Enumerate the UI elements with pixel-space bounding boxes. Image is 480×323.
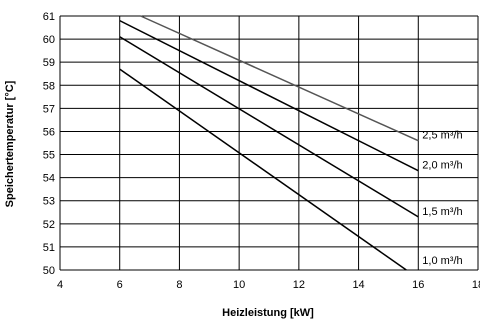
x-tick-label: 10 [233, 279, 245, 291]
y-tick-label: 54 [43, 173, 55, 185]
x-tick-label: 6 [117, 279, 123, 291]
x-tick-label: 4 [57, 279, 63, 291]
y-tick-label: 52 [43, 219, 55, 231]
y-axis-label: Speichertemperatur [°C] [4, 80, 16, 207]
series-label-2: 1,5 m³/h [422, 206, 462, 218]
y-tick-label: 53 [43, 196, 55, 208]
grid [59, 15, 479, 271]
series-line-2 [119, 36, 419, 218]
x-tick-label: 18 [472, 279, 480, 291]
y-tick-label: 61 [43, 11, 55, 23]
y-tick-label: 58 [43, 80, 55, 92]
series-line-3 [119, 68, 407, 271]
x-tick-label: 12 [293, 279, 305, 291]
series-labels: 2,5 m³/h 2,0 m³/h 1,5 m³/h 1,0 m³/h [422, 130, 462, 267]
y-tick-label: 50 [43, 265, 55, 277]
series-line-1 [119, 19, 419, 172]
x-axis-label: Heizleistung [kW] [222, 307, 314, 319]
y-tick-label: 51 [43, 242, 55, 254]
series-label-1: 2,0 m³/h [422, 160, 462, 172]
series-lines [119, 15, 419, 271]
y-tick-label: 60 [43, 34, 55, 46]
series-label-0: 2,5 m³/h [422, 130, 462, 142]
x-tick-label: 8 [176, 279, 182, 291]
series-label-3: 1,0 m³/h [422, 255, 462, 267]
y-tick-label: 57 [43, 103, 55, 115]
x-tick-label: 14 [352, 279, 364, 291]
y-tick-label: 56 [43, 126, 55, 138]
series-line-0 [140, 15, 419, 142]
y-tick-label: 55 [43, 150, 55, 162]
tick-labels: 4 6 8 10 12 14 16 18 50 51 52 53 54 55 56 57 58 59 60 61 [43, 11, 480, 291]
y-tick-label: 59 [43, 57, 55, 69]
x-tick-label: 16 [412, 279, 424, 291]
